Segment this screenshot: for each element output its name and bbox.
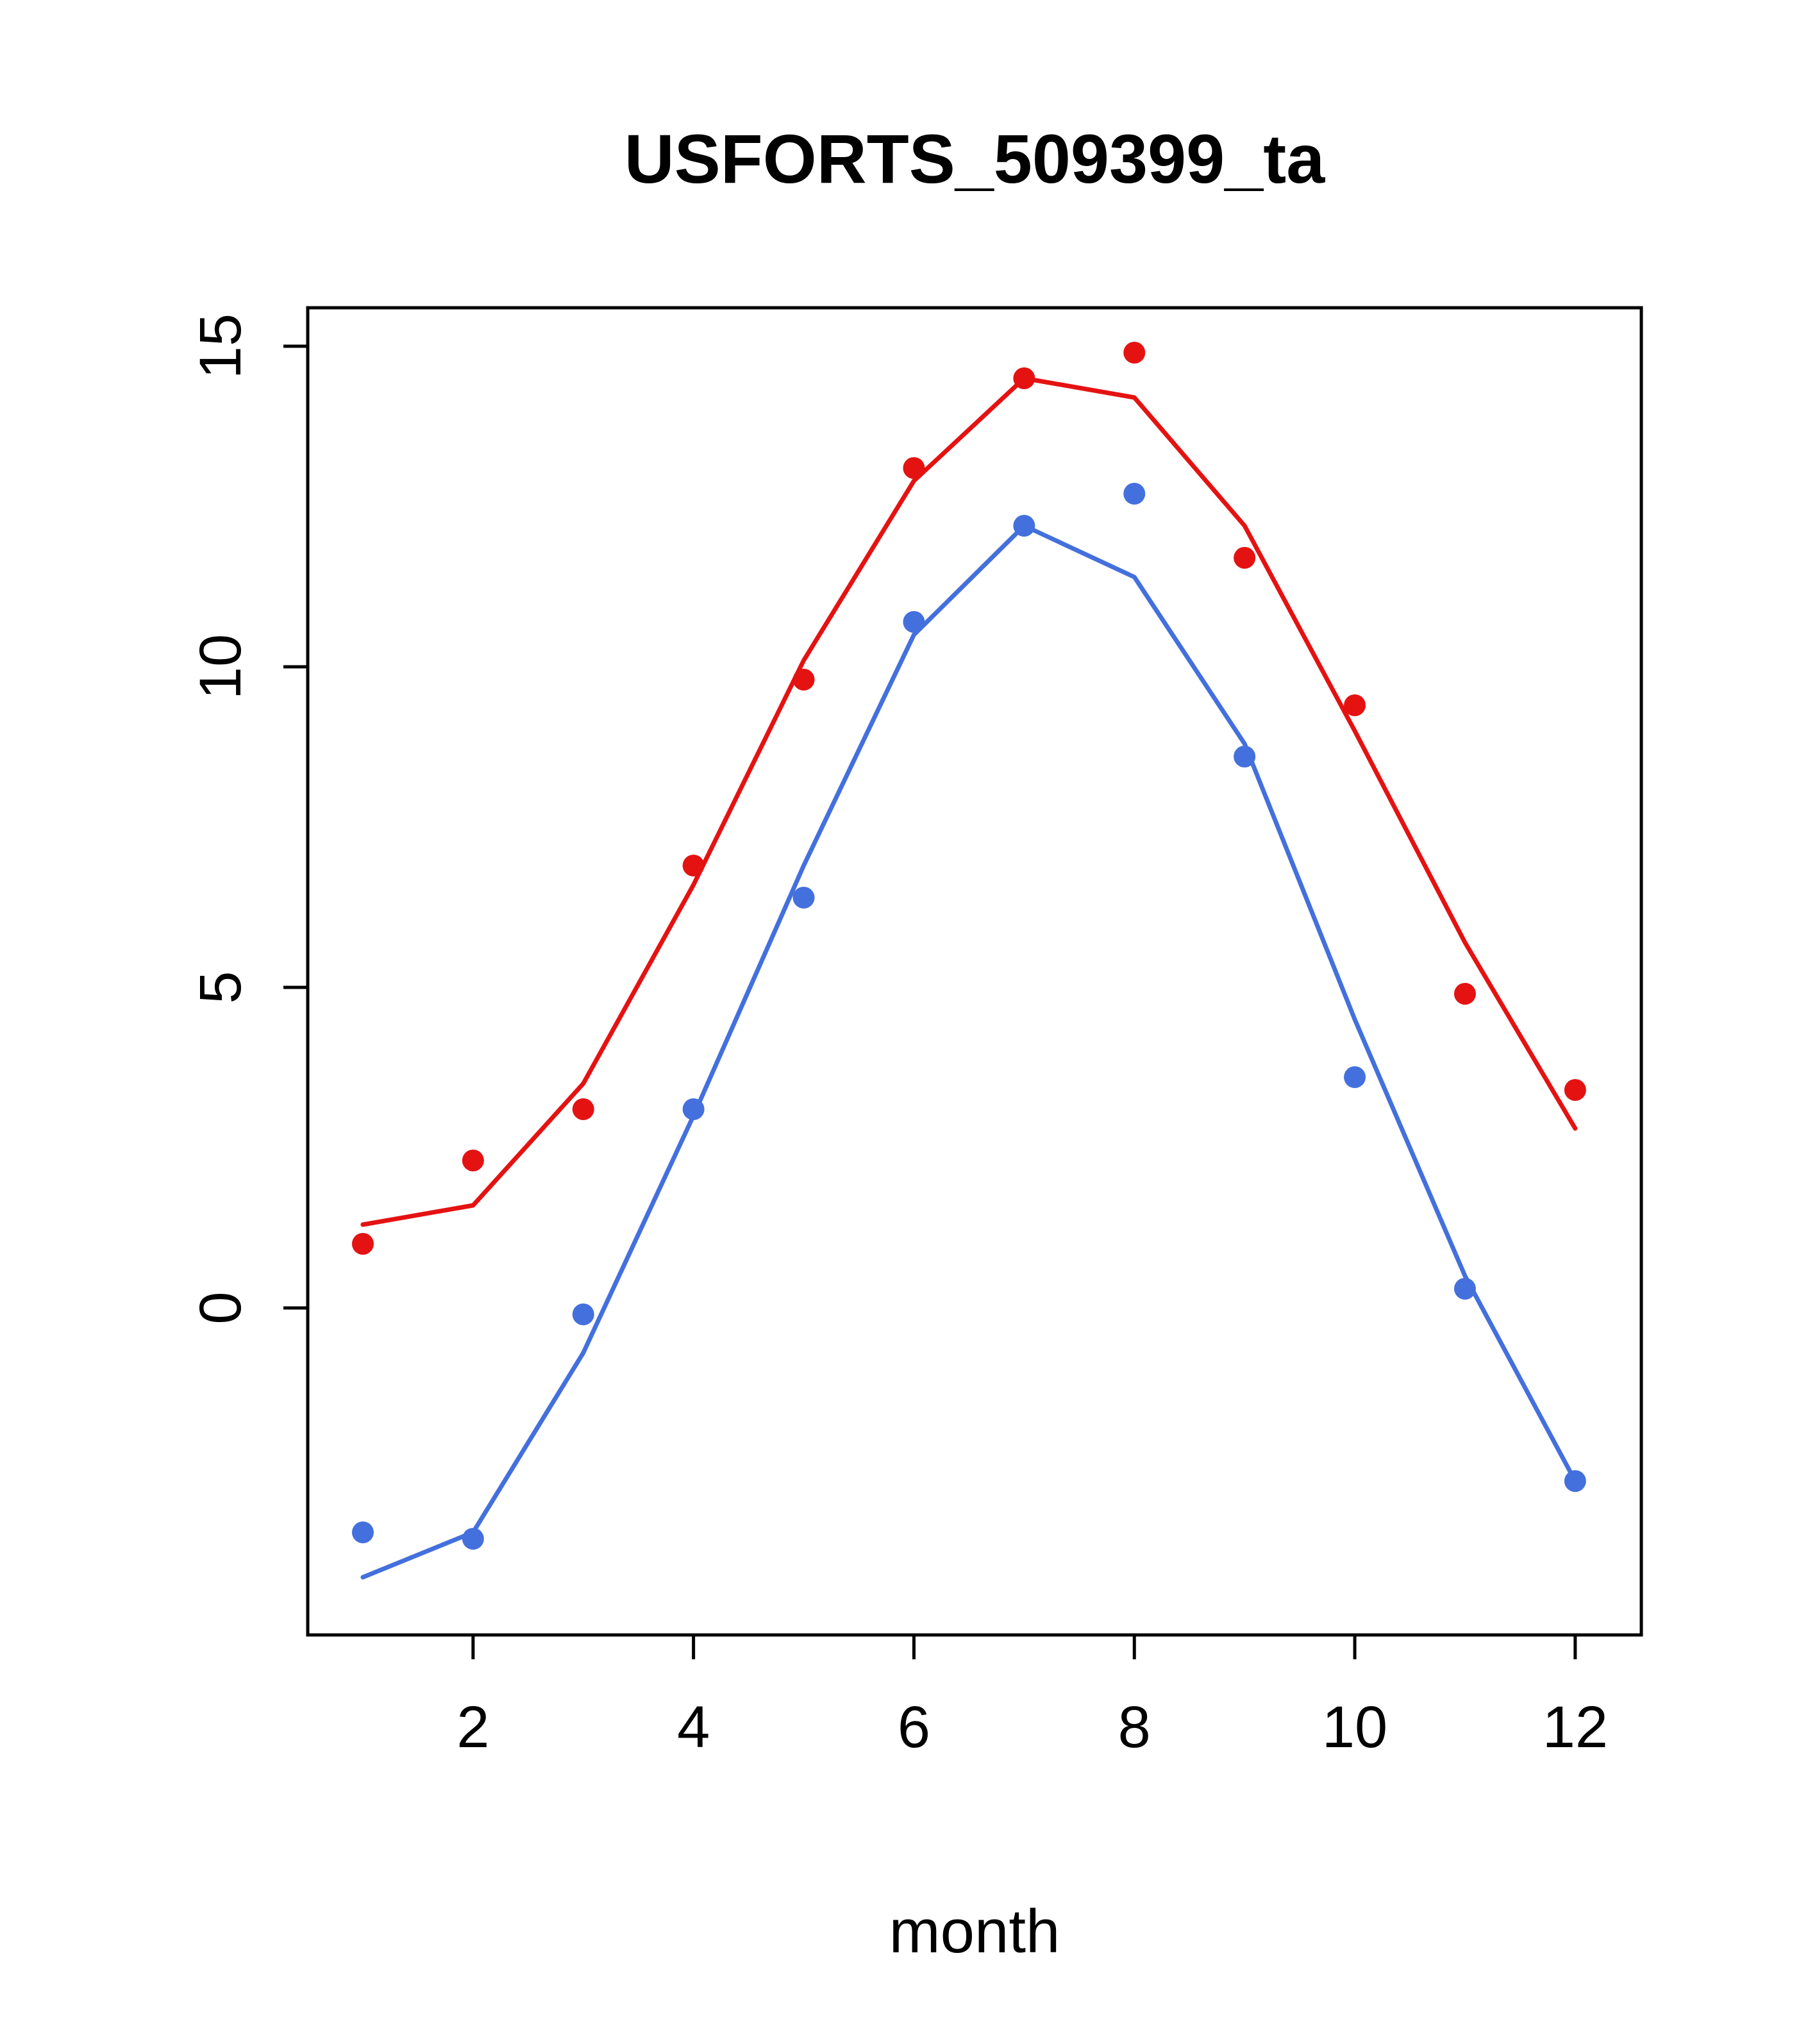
- x-tick-label: 6: [898, 1695, 930, 1760]
- blue-line: [360, 523, 1578, 1580]
- red-points: [351, 342, 1586, 1255]
- blue-points-marker: [1453, 1278, 1476, 1300]
- blue-points-marker: [903, 611, 925, 633]
- red-points-marker: [1013, 367, 1035, 389]
- blue-points-marker: [1013, 515, 1035, 537]
- plot-box: [306, 306, 1643, 1637]
- red-points-marker: [792, 669, 815, 691]
- blue-points-marker: [1123, 483, 1146, 505]
- blue-points-marker: [572, 1303, 594, 1325]
- red-points-marker: [351, 1233, 374, 1255]
- y-tick-label: 5: [188, 971, 253, 1003]
- blue-points-marker: [1564, 1470, 1586, 1492]
- red-points-marker: [682, 855, 705, 876]
- series-layer: [351, 342, 1586, 1580]
- blue-points-marker: [462, 1528, 484, 1550]
- y-tick-label: 10: [188, 634, 253, 699]
- red-points-marker: [1344, 694, 1366, 716]
- red-points-marker: [903, 457, 925, 479]
- x-tick-label: 12: [1543, 1695, 1608, 1760]
- x-tick-label: 10: [1322, 1695, 1387, 1760]
- red-points-marker: [1123, 342, 1146, 364]
- y-tick-label: 15: [188, 314, 253, 379]
- blue-points: [351, 483, 1586, 1550]
- axes: 2 4 6 8 10 12 0 5 10 15: [188, 314, 1608, 1760]
- x-tick-label: 2: [456, 1695, 489, 1760]
- blue-points-marker: [1234, 746, 1256, 767]
- y-tick-label: 0: [188, 1291, 253, 1324]
- chart-title: USFORTS_509399_ta: [624, 120, 1325, 197]
- red-points-marker: [462, 1150, 484, 1171]
- blue-points-marker: [682, 1098, 705, 1120]
- blue-points-marker: [792, 887, 815, 909]
- red-points-marker: [1453, 983, 1476, 1005]
- x-tick-label: 8: [1118, 1695, 1151, 1760]
- red-points-marker: [572, 1098, 594, 1120]
- red-points-marker: [1234, 547, 1256, 569]
- x-tick-label: 4: [677, 1695, 710, 1760]
- red-line: [360, 376, 1578, 1227]
- blue-points-marker: [351, 1521, 374, 1543]
- x-axis-label: month: [889, 1897, 1060, 1966]
- blue-points-marker: [1344, 1066, 1366, 1088]
- red-points-marker: [1564, 1079, 1586, 1101]
